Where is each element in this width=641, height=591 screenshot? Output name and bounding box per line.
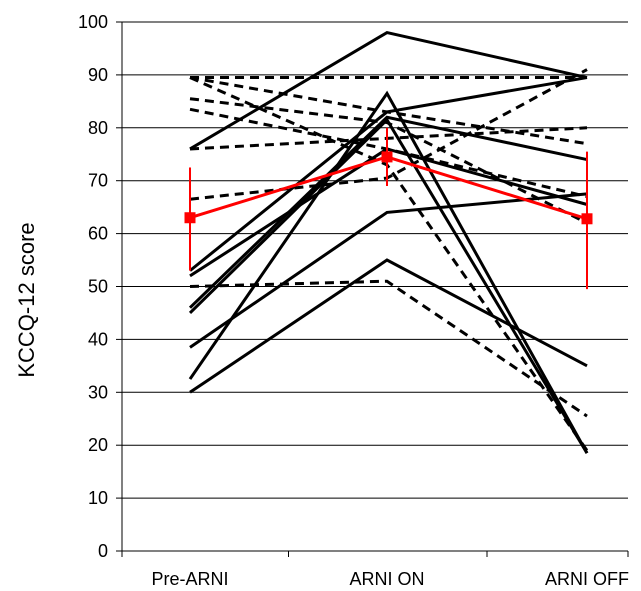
y-tick-label: 50 — [88, 277, 108, 297]
axes — [116, 21, 629, 557]
dashed-series-line — [189, 279, 588, 418]
x-tick-label: ARNI OFF — [545, 569, 629, 589]
y-tick-label: 90 — [88, 65, 108, 85]
dashed-series-line — [189, 97, 588, 225]
x-tick-label: Pre-ARNI — [151, 569, 228, 589]
solid-series-line — [188, 117, 589, 454]
dashed-series-line — [189, 76, 589, 452]
mean-series — [184, 127, 593, 290]
solid-series-line — [189, 192, 588, 349]
dashed-series-line — [189, 76, 588, 146]
y-tick-labels: 0 10 20 30 40 50 60 70 80 90 100 — [78, 12, 108, 561]
y-tick-label: 80 — [88, 118, 108, 138]
x-tick-labels: Pre-ARNI ARNI ON ARNI OFF — [151, 569, 629, 589]
y-tick-label: 30 — [88, 382, 108, 402]
individual-series — [188, 30, 589, 454]
mean-marker — [184, 212, 196, 224]
y-tick-label: 20 — [88, 435, 108, 455]
grid-lines — [122, 21, 628, 499]
y-tick-label: 60 — [88, 224, 108, 244]
solid-series-line — [189, 30, 588, 151]
solid-series-line — [188, 115, 588, 309]
mean-marker — [381, 151, 393, 163]
y-tick-label: 10 — [88, 488, 108, 508]
y-axis-title: KCCQ-12 score — [14, 222, 39, 377]
y-tick-label: 0 — [98, 541, 108, 561]
solid-series-line — [189, 258, 588, 394]
y-tick-label: 70 — [88, 171, 108, 191]
y-tick-label: 40 — [88, 329, 108, 349]
mean-marker — [581, 213, 593, 225]
x-tick-label: ARNI ON — [349, 569, 424, 589]
y-tick-label: 100 — [78, 12, 108, 32]
